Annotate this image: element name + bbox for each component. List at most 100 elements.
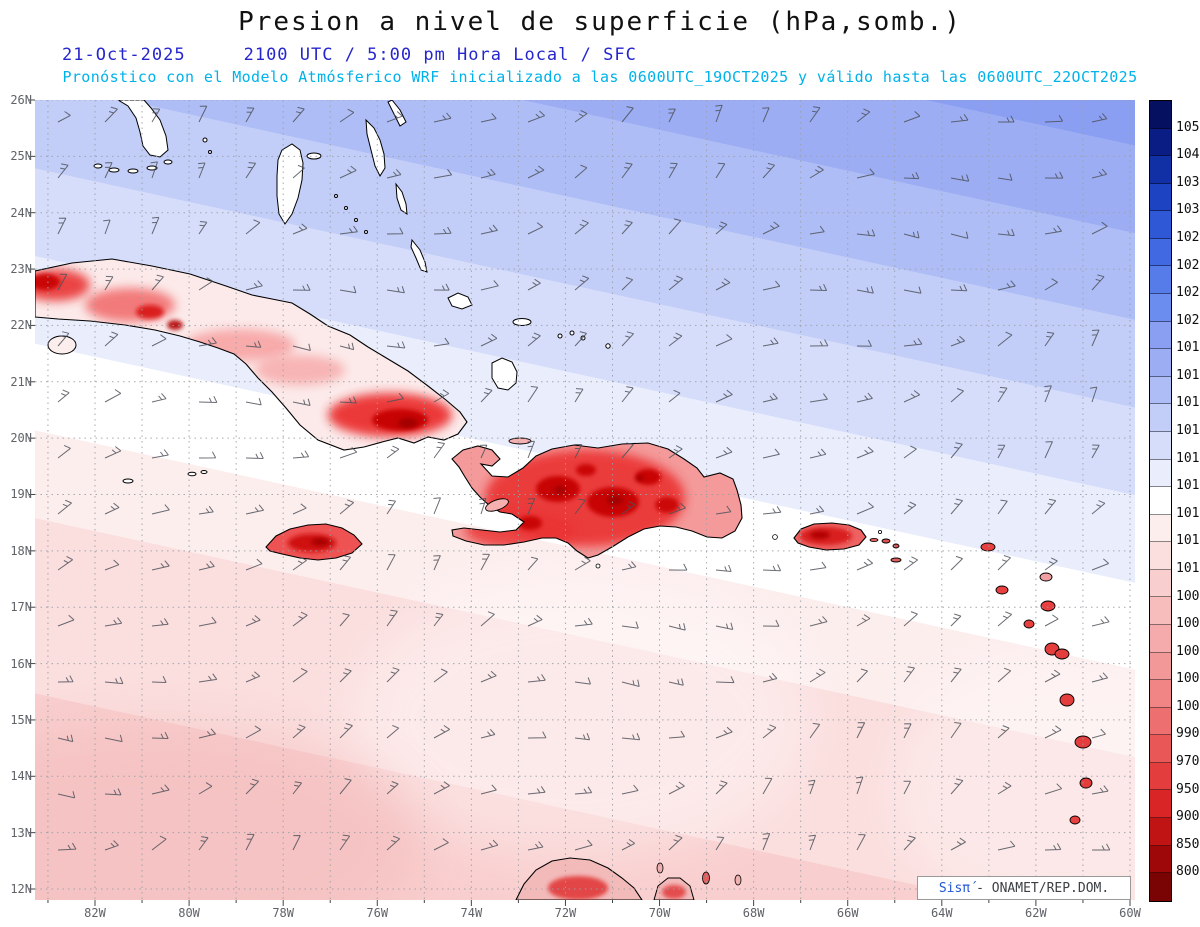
wind-barb: [903, 338, 923, 347]
wind-barb: [386, 667, 400, 683]
wind-barb: [433, 169, 453, 179]
wind-barb: [151, 731, 169, 739]
lon-label: 60W: [1119, 906, 1141, 920]
wind-barb: [480, 670, 497, 683]
wind-barb: [762, 506, 782, 515]
cayman-brac: [200, 470, 208, 474]
attribution-text: - ONAMET/REP.DOM.: [976, 880, 1110, 896]
wind-barb: [950, 555, 963, 571]
wind-barb: [151, 274, 164, 291]
lat-label: 22N: [10, 318, 32, 333]
wind-barb: [292, 164, 305, 179]
wind-barb: [715, 780, 728, 795]
wind-barb: [1044, 441, 1053, 459]
wind-barb: [950, 284, 968, 292]
wind-barb: [621, 733, 641, 741]
lat-label: 15N: [10, 712, 32, 727]
wind-barb: [762, 221, 780, 235]
wind-barb: [386, 286, 405, 294]
wind-barb: [715, 505, 732, 515]
cat-island-coastline: [395, 182, 408, 216]
wind-barb: [151, 784, 170, 795]
wind-barb: [198, 162, 206, 179]
colorbar-value: 970: [1176, 754, 1200, 770]
wind-barb: [809, 505, 825, 515]
wind-barb: [903, 611, 918, 627]
wind-barb: [339, 108, 355, 123]
colorbar-segment: [1150, 818, 1171, 846]
st-kitts-nevis: [995, 585, 1009, 595]
colorbar-segment: [1150, 624, 1171, 653]
wind-barb: [151, 108, 161, 123]
wind-barb: [668, 781, 685, 795]
wind-barb: [104, 788, 122, 796]
aruba: [656, 862, 664, 874]
exuma-cays: [364, 230, 368, 234]
wind-barb: [480, 728, 496, 739]
wind-barb: [104, 559, 120, 571]
wind-barb: [527, 674, 546, 683]
wind-barb: [433, 112, 452, 123]
wind-barb: [198, 836, 209, 851]
colorbar-segment: [1150, 487, 1171, 515]
wind-barb: [668, 162, 678, 179]
colorbar-segment: [1150, 707, 1171, 736]
wind-barb: [856, 339, 872, 347]
wind-barb: [104, 106, 118, 123]
colorbar-segment: [1150, 845, 1171, 874]
wind-barb: [809, 448, 827, 459]
curacao: [702, 871, 710, 885]
cuba-coastline: [35, 258, 468, 451]
wind-barb: [386, 392, 404, 403]
wind-barb: [950, 613, 962, 627]
wind-barb: [527, 731, 547, 739]
wind-barb: [245, 451, 264, 459]
wind-barb: [809, 722, 821, 739]
wind-barb: [574, 275, 590, 291]
wind-barb: [621, 838, 635, 851]
cuba-terrain-pressure: [35, 269, 452, 437]
wind-barb: [903, 111, 921, 123]
colorbar-value: 1028: [1176, 229, 1200, 245]
wind-barb: [104, 162, 113, 179]
wind-barb: [386, 169, 402, 179]
wind-barb: [715, 389, 733, 403]
wind-barb: [292, 283, 311, 291]
mayaguana: [512, 318, 532, 326]
wind-barb: [198, 782, 213, 795]
wind-barb: [57, 273, 68, 291]
wind-barb: [150, 161, 158, 179]
wind-barb: [809, 106, 821, 123]
wind-barb: [1044, 331, 1055, 347]
wind-barb: [1091, 329, 1100, 347]
wind-barb: [668, 108, 676, 123]
colorbar-value: 1030: [1176, 202, 1200, 218]
wind-barb: [1091, 221, 1108, 235]
wind-barb: [433, 337, 450, 347]
vieques-island: [869, 538, 879, 543]
wind-barb: [480, 333, 498, 347]
beata-island: [595, 563, 601, 569]
wind-barb: [1044, 725, 1062, 739]
andros-coastline: [276, 143, 304, 225]
wind-barb: [151, 334, 167, 347]
wind-barb: [950, 114, 969, 123]
colorbar-segment: [1150, 294, 1171, 322]
wind-barb: [574, 219, 589, 235]
colorbar-value: 800: [1176, 864, 1200, 880]
wind-barb: [245, 162, 257, 179]
wind-barb: [433, 441, 446, 459]
lat-label: 14N: [10, 769, 32, 784]
wind-barb: [433, 668, 448, 683]
wind-barb: [292, 450, 310, 459]
wind-barb: [903, 780, 912, 795]
wind-barb: [762, 833, 771, 851]
wind-barb: [245, 671, 261, 683]
lon-label: 80W: [178, 906, 200, 920]
wind-barb: [1044, 843, 1062, 851]
st-vincent: [1069, 815, 1081, 825]
wind-barb: [104, 389, 122, 403]
lat-label: 12N: [10, 881, 32, 896]
wind-barb: [292, 611, 308, 627]
wind-barb: [809, 616, 828, 627]
